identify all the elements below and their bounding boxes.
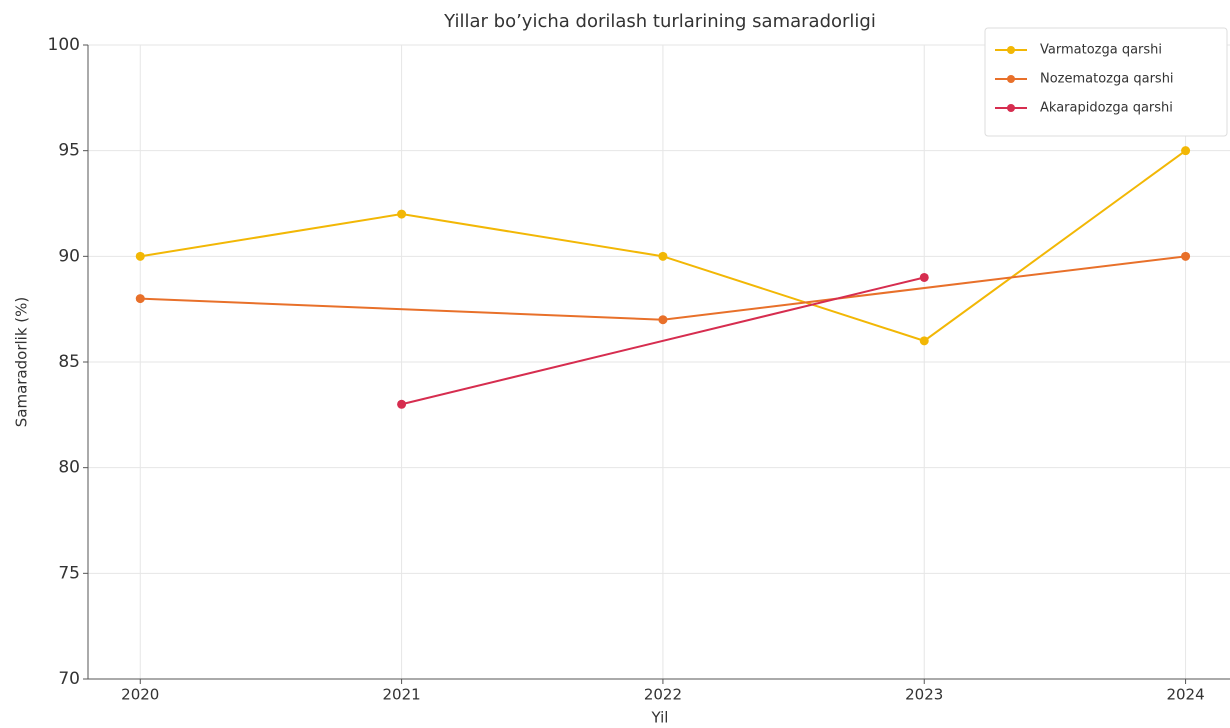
legend: Varmatozga qarshi Nozematozga qarshi Akara… xyxy=(984,27,1228,137)
point xyxy=(658,315,668,325)
legend-marker xyxy=(1007,46,1015,54)
y-tick-label: 95 xyxy=(58,141,80,161)
y-tick-label: 70 xyxy=(58,669,80,689)
point xyxy=(135,294,145,304)
x-tick-label: 2024 xyxy=(1166,686,1204,704)
y-tick-label: 90 xyxy=(58,246,80,266)
point xyxy=(1181,146,1191,156)
chart-title: Yillar bo’yicha dorilash turlarining sam… xyxy=(443,11,876,32)
legend-label: Nozematozga qarshi xyxy=(1040,72,1174,87)
y-axis-label: Samaradorlik (%) xyxy=(13,297,31,428)
legend-label: Akarapidozga qarshi xyxy=(1040,101,1173,116)
point xyxy=(397,209,407,219)
point xyxy=(1181,251,1191,261)
point xyxy=(658,251,668,261)
x-tick-label: 2023 xyxy=(905,686,943,704)
legend-box xyxy=(984,27,1228,137)
y-tick-label: 100 xyxy=(48,35,80,55)
legend-marker xyxy=(1007,75,1015,83)
point xyxy=(919,336,929,346)
x-tick-label: 2021 xyxy=(382,686,420,704)
point xyxy=(397,399,407,409)
x-axis-label: Yil xyxy=(651,709,669,727)
legend-label: Varmatozga qarshi xyxy=(1040,43,1162,58)
x-tick-label: 2020 xyxy=(121,686,159,704)
point xyxy=(135,251,145,261)
legend-marker xyxy=(1007,104,1015,112)
y-tick-label: 75 xyxy=(58,563,80,583)
y-tick-label: 85 xyxy=(58,352,80,372)
line xyxy=(401,276,925,406)
y-tick-label: 80 xyxy=(58,458,80,478)
point xyxy=(919,272,929,282)
x-tick-label: 2022 xyxy=(644,686,682,704)
